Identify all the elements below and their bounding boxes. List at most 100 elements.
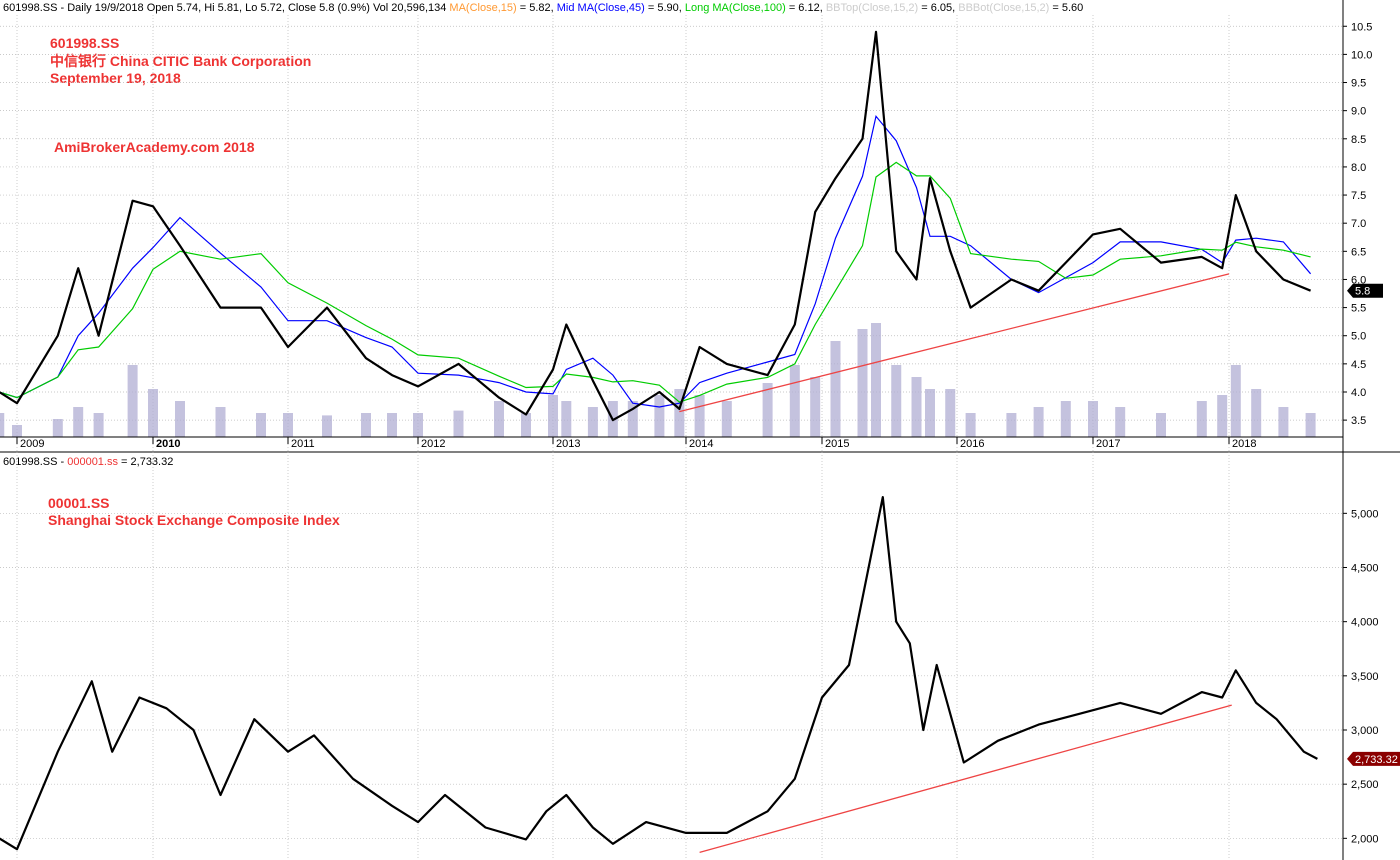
stock-volume-bar (175, 401, 185, 437)
bbbot-label: BBBot(Close,15,2) (958, 2, 1049, 14)
top-header-prefix: 601998.SS - Daily 19/9/2018 Open 5.74, H… (3, 2, 449, 14)
ma-long-label: Long MA(Close,100) (685, 2, 786, 14)
stock-ytick-label: 4.5 (1351, 359, 1366, 371)
stock-volume-bar (283, 413, 293, 437)
stock-volume-bar (830, 341, 841, 437)
stock-ytick-label: 5.0 (1351, 331, 1366, 343)
annotation-company: 中信银行 China CITIC Bank Corporation (50, 53, 311, 69)
stock-volume-bar (1230, 365, 1241, 437)
stock-volume-bar (521, 413, 531, 437)
stock-ytick-label: 6.5 (1351, 246, 1366, 258)
stock-volume-bar (1033, 407, 1044, 437)
x-tick-label: 2018 (1232, 438, 1256, 450)
stock-ytick-label: 9.0 (1351, 106, 1366, 118)
index-ytick-label: 2,500 (1351, 779, 1379, 791)
stock-volume-bar (256, 413, 266, 437)
stock-volume-bar (0, 413, 5, 437)
stock-volume-bar (925, 389, 935, 437)
stock-volume-bar (387, 413, 397, 437)
watermark: AmiBrokerAcademy.com 2018 (54, 139, 255, 155)
stock-volume-bar (871, 323, 881, 437)
ma-mid-line (0, 114, 1312, 408)
stock-volume-bar (93, 413, 104, 437)
index-last-value-marker (1347, 751, 1400, 766)
stock-ytick-label: 4.0 (1351, 387, 1366, 399)
stock-volume-bar (674, 389, 685, 437)
bottom-header: 601998.SS - 000001.ss = 2,733.32 (3, 456, 173, 468)
stock-volume-bar (494, 401, 504, 437)
bbtop-value: = 6.05, (921, 2, 958, 14)
ma-short-value: = 5.82, (520, 2, 557, 14)
stock-volume-bar (12, 425, 22, 437)
index-ytick-label: 5,000 (1351, 508, 1379, 520)
stock-price-line (0, 30, 1312, 422)
stock-ytick-label: 5.5 (1351, 303, 1366, 315)
annotation-date: September 19, 2018 (50, 70, 181, 86)
stock-volume-bar (721, 401, 732, 437)
annotation-ticker: 601998.SS (50, 35, 119, 51)
x-tick-label: 2016 (960, 438, 984, 450)
stock-volume-bar (561, 401, 572, 437)
stock-volume-bar (857, 329, 868, 437)
index-ytick-label: 3,500 (1351, 671, 1379, 683)
stock-volume-bar (789, 365, 800, 437)
annotation-index-name: Shanghai Stock Exchange Composite Index (48, 512, 340, 528)
stock-volume-bar (1278, 407, 1289, 437)
stock-ytick-label: 8.5 (1351, 134, 1366, 146)
stock-volume-bar (1060, 401, 1071, 437)
stock-volume-bar (587, 407, 598, 437)
stock-volume-bar (1251, 389, 1262, 437)
stock-ytick-label: 7.5 (1351, 190, 1366, 202)
stock-volume-bar (1088, 401, 1098, 437)
bbbot-value: = 5.60 (1052, 2, 1083, 14)
index-last-value-label: 2,733.32 (1355, 754, 1398, 766)
stock-volume-bar (762, 383, 773, 437)
stock-ytick-label: 10.0 (1351, 49, 1372, 61)
stock-volume-bar (1156, 413, 1166, 437)
stock-volume-bar (453, 410, 464, 437)
stock-ytick-label: 10.5 (1351, 21, 1372, 33)
stock-volume-bar (73, 407, 84, 437)
stock-ytick-label: 8.0 (1351, 162, 1366, 174)
x-tick-label: 2009 (20, 438, 44, 450)
stock-volume-bar (694, 395, 705, 437)
stock-volume-bar (965, 413, 976, 437)
index-ytick-label: 3,000 (1351, 725, 1379, 737)
stock-volume-bar (148, 389, 158, 437)
stock-volume-bar (1196, 401, 1207, 437)
stock-ytick-label: 9.5 (1351, 78, 1366, 90)
index-value: = 2,733.32 (121, 456, 173, 468)
x-tick-label: 2017 (1096, 438, 1120, 450)
index-ytick-label: 4,000 (1351, 617, 1379, 629)
bottom-header-prefix: 601998.SS - (3, 456, 67, 468)
stock-volume-bar (1115, 407, 1126, 437)
stock-volume-bar (891, 365, 902, 437)
stock-last-value-marker (1347, 283, 1383, 298)
stock-ytick-label: 3.5 (1351, 415, 1366, 427)
x-tick-label: 2015 (825, 438, 849, 450)
stock-volume-bar (945, 389, 956, 437)
ma-short-label: MA(Close,15) (449, 2, 516, 14)
index-price-line (0, 496, 1318, 851)
ma-long-line (0, 161, 1311, 403)
stock-volume-bar (413, 413, 423, 437)
stock-volume-bar (810, 377, 821, 437)
stock-volume-bar (1006, 413, 1017, 437)
stock-volume-bar (127, 365, 138, 437)
stock-volume-bar (911, 377, 922, 437)
ma-long-value: = 6.12, (789, 2, 826, 14)
stock-volume-bar (548, 395, 558, 437)
x-tick-label: 2012 (421, 438, 445, 450)
stock-trendline (679, 273, 1230, 413)
x-tick-label: 2013 (556, 438, 580, 450)
stock-last-value-label: 5.8 (1355, 286, 1370, 298)
stock-volume-bar (52, 419, 63, 437)
bbtop-label: BBTop(Close,15,2) (826, 2, 918, 14)
x-tick-label: 2011 (291, 438, 315, 450)
index-trendline (699, 704, 1232, 854)
annotation-index-ticker: 00001.SS (48, 495, 110, 511)
stock-volume-bar (1305, 413, 1316, 437)
stock-ytick-label: 7.0 (1351, 218, 1366, 230)
index-ytick-label: 2,000 (1351, 833, 1379, 845)
